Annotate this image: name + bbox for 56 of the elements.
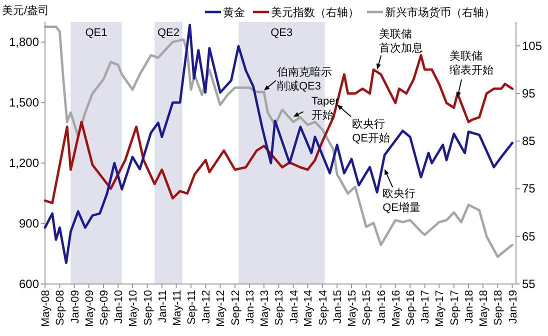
x-tick-label: Sep-10: [142, 290, 154, 326]
y2-tick-label: 105: [522, 38, 542, 53]
x-tick-label: Jan-18: [464, 290, 476, 324]
x-tick-label: May-11: [171, 290, 184, 326]
x-tick-label: Jan-12: [200, 290, 213, 324]
x-tick-label: Sep-18: [492, 290, 505, 326]
x-tick-label: May-15: [346, 290, 358, 327]
legend-label: 美元指数（右轴）: [271, 6, 359, 19]
band-label: QE3: [270, 27, 293, 39]
x-tick-label: Jan-15: [332, 290, 344, 324]
x-tick-label: Sep-13: [274, 290, 286, 326]
y-tick-label: 600: [18, 277, 40, 291]
x-tick-label: May-10: [128, 290, 140, 327]
y-axis-title: 美元/盎司: [2, 4, 50, 17]
y2-tick-label: 65: [522, 229, 536, 244]
x-tick-label: May-16: [390, 290, 402, 327]
y-tick-label: 1,200: [8, 156, 40, 170]
x-tick-label: May-09: [84, 290, 96, 327]
x-tick-label: May-14: [302, 290, 315, 327]
y-tick-label: 1,800: [8, 35, 40, 50]
x-tick-label: Sep-15: [361, 290, 374, 326]
annotation: 伯南克暗示削减QE3: [276, 66, 332, 93]
x-tick-label: Jan-13: [244, 290, 257, 324]
y2-tick-label: 55: [522, 277, 536, 291]
x-tick-label: Sep-17: [448, 290, 461, 326]
annotation: 美联储缩表开始: [449, 50, 494, 77]
x-tick-label: May-18: [478, 290, 490, 327]
x-tick-label: Sep-16: [405, 290, 418, 326]
x-tick-label: Jan-16: [376, 290, 388, 324]
x-tick-label: Sep-08: [54, 290, 67, 326]
x-tick-label: Jan-17: [420, 290, 432, 324]
x-tick-label: May-13: [258, 290, 271, 327]
x-tick-label: May-17: [434, 290, 446, 327]
y2-tick-label: 95: [522, 86, 536, 100]
x-tick-label: Jan-09: [69, 290, 82, 324]
legend-label: 黄金: [223, 6, 245, 19]
annotation: 欧央行QE增量: [382, 187, 420, 214]
band-label: QE1: [85, 27, 108, 39]
x-tick-label: Sep-11: [186, 290, 198, 325]
band-label: QE2: [157, 27, 180, 39]
x-tick-label: Sep-12: [230, 290, 242, 326]
y-tick-label: 900: [18, 216, 40, 231]
x-tick-label: Sep-14: [317, 290, 330, 326]
annotation: 美联储首次加息: [379, 27, 424, 54]
x-tick-label: May-12: [215, 290, 228, 327]
y2-tick-label: 75: [522, 182, 536, 196]
legend-label: 新兴市场货币（右轴）: [385, 6, 495, 19]
x-tick-label: Sep-09: [98, 290, 111, 326]
annotation: 欧央行QE开始: [352, 118, 390, 145]
y-tick-label: 1,500: [8, 96, 40, 110]
x-tick-label: Jan-10: [113, 290, 126, 324]
y2-tick-label: 85: [522, 134, 536, 148]
x-tick-label: Jan-14: [288, 290, 300, 324]
x-tick-label: Jan-19: [507, 290, 520, 324]
x-tick-label: Jan-11: [156, 290, 169, 323]
x-tick-label: May-08: [40, 290, 52, 327]
